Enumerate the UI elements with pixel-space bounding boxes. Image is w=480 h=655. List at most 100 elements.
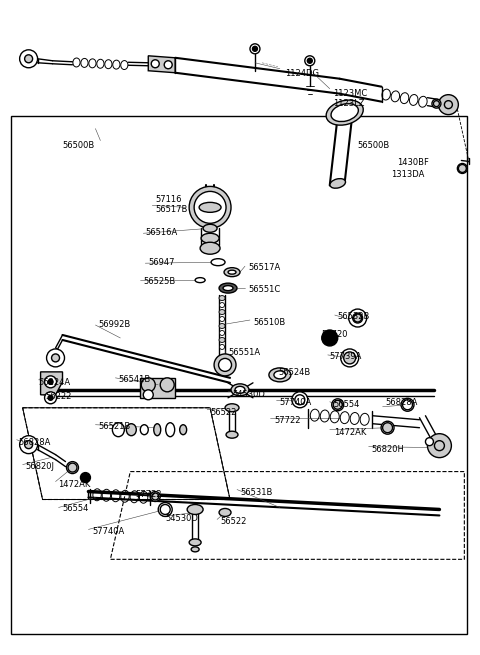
Text: 56820H: 56820H [372,445,405,454]
Ellipse shape [219,345,225,349]
Text: 56531B: 56531B [240,487,272,496]
Circle shape [81,472,90,483]
Text: 1313DA: 1313DA [392,170,425,179]
Ellipse shape [432,99,441,108]
Circle shape [428,434,451,458]
Ellipse shape [225,403,239,412]
Ellipse shape [219,295,225,301]
Ellipse shape [195,278,205,282]
Circle shape [20,436,37,454]
Ellipse shape [219,283,237,293]
Ellipse shape [381,421,394,434]
Circle shape [458,164,467,172]
Circle shape [307,58,312,64]
Text: 54530D: 54530D [165,514,198,523]
Text: 56517A: 56517A [248,263,280,272]
Text: 57722: 57722 [274,416,300,424]
Text: 56554: 56554 [62,504,89,514]
Text: 56541B: 56541B [119,375,151,384]
Ellipse shape [191,547,199,552]
Ellipse shape [189,187,231,229]
Text: 1472AK: 1472AK [59,479,91,489]
Ellipse shape [126,424,136,436]
Text: 56517B: 56517B [155,206,188,214]
Ellipse shape [401,398,414,411]
Ellipse shape [326,100,363,125]
Circle shape [24,55,33,63]
Circle shape [160,378,174,392]
Ellipse shape [226,431,238,438]
Polygon shape [140,378,175,398]
Text: 56525B: 56525B [144,277,176,286]
Text: 57720: 57720 [322,330,348,339]
Circle shape [48,396,53,400]
Text: 1124DG: 1124DG [285,69,319,78]
Ellipse shape [269,368,291,382]
Ellipse shape [231,384,249,396]
Circle shape [252,47,257,51]
Text: 57739A: 57739A [330,352,362,361]
Text: 56500B: 56500B [358,141,390,149]
Text: 56551A: 56551A [228,348,260,357]
Polygon shape [148,56,175,73]
Ellipse shape [219,337,225,343]
Ellipse shape [224,268,240,276]
Circle shape [48,379,53,384]
Ellipse shape [166,422,175,437]
Circle shape [354,314,361,322]
Ellipse shape [200,242,220,254]
Circle shape [333,400,342,409]
Ellipse shape [219,316,225,322]
Ellipse shape [194,191,226,223]
Circle shape [383,422,393,433]
Bar [11,116,468,634]
Text: 1472AK: 1472AK [334,428,366,437]
Text: 56828A: 56828A [19,438,51,447]
Ellipse shape [199,202,221,212]
Text: 56522: 56522 [220,517,246,527]
Ellipse shape [425,438,433,445]
Ellipse shape [67,462,78,474]
Ellipse shape [203,224,217,233]
Ellipse shape [218,358,231,371]
Circle shape [68,463,77,472]
Circle shape [444,101,452,109]
Circle shape [164,61,172,69]
Ellipse shape [219,508,231,516]
Circle shape [24,441,33,449]
Text: 56500B: 56500B [62,141,95,149]
Ellipse shape [211,259,225,266]
Circle shape [160,504,170,514]
Text: 56828A: 56828A [385,398,418,407]
Circle shape [45,376,57,388]
Text: 56532B: 56532B [338,312,370,321]
Text: 57740A: 57740A [93,527,125,536]
Text: 56521B: 56521B [98,422,131,431]
Ellipse shape [140,424,148,435]
Circle shape [45,392,57,403]
Text: 56522: 56522 [210,408,237,417]
Circle shape [152,493,159,500]
Text: 56992B: 56992B [98,320,131,329]
Ellipse shape [331,103,359,122]
Ellipse shape [341,349,359,367]
Circle shape [141,378,155,392]
Circle shape [151,60,159,67]
Text: 56820J: 56820J [25,462,55,470]
Text: 56516A: 56516A [145,229,178,237]
Ellipse shape [228,270,236,274]
Ellipse shape [201,233,219,243]
Circle shape [51,354,60,362]
Ellipse shape [353,313,363,323]
Ellipse shape [219,310,225,314]
Text: 1123LZ: 1123LZ [333,99,364,107]
Polygon shape [41,372,62,395]
Text: 57116: 57116 [155,195,182,204]
Text: 56224A: 56224A [38,378,71,387]
Circle shape [322,330,338,346]
Ellipse shape [180,424,187,435]
Ellipse shape [348,309,367,327]
Text: 57740A: 57740A [279,398,311,407]
Text: 56947: 56947 [148,258,175,267]
Circle shape [47,349,64,367]
